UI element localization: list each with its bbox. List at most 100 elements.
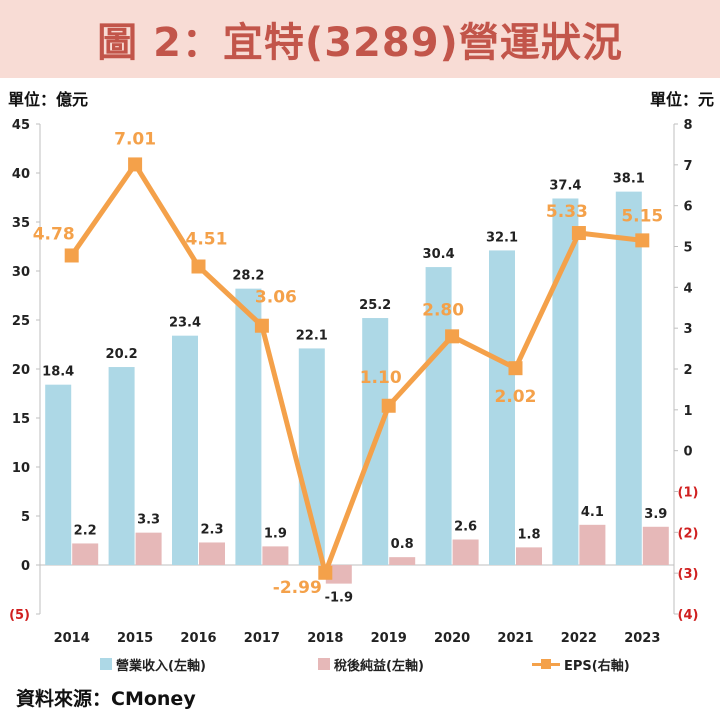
net-income-data-label: 0.8 [391, 537, 414, 552]
eps-data-label: 4.78 [33, 224, 75, 244]
eps-marker [318, 565, 333, 580]
revenue-data-label: 28.2 [232, 269, 264, 284]
x-axis-tick-label: 2019 [371, 631, 407, 646]
left-axis-tick-label: 10 [12, 461, 30, 476]
eps-data-label: 2.80 [422, 300, 464, 320]
revenue-data-label: 32.1 [486, 230, 518, 245]
net-income-bar [452, 539, 479, 565]
eps-data-label: 3.06 [255, 288, 297, 308]
right-axis-tick-label: (2) [678, 526, 699, 541]
revenue-data-label: 23.4 [169, 316, 201, 331]
net-income-bar [262, 546, 289, 565]
right-axis-tick-label: (1) [678, 486, 699, 501]
x-axis-tick-label: 2015 [117, 631, 153, 646]
net-income-bar [516, 547, 542, 565]
left-axis-unit: 單位：億元 [8, 90, 89, 109]
revenue-bar [172, 335, 198, 565]
legend-label-net-income: 稅後純益(左軸) [334, 658, 424, 674]
revenue-bar [235, 288, 262, 565]
eps-data-label: 4.51 [186, 230, 228, 250]
net-income-data-label: 2.3 [200, 522, 223, 537]
eps-data-label: 5.33 [546, 202, 588, 222]
eps-data-label: 2.02 [495, 387, 537, 407]
revenue-bar [615, 191, 642, 565]
net-income-bar [389, 557, 416, 565]
eps-line [69, 161, 643, 576]
net-income-data-label: 2.2 [74, 523, 97, 538]
right-axis-tick-label: 5 [683, 241, 692, 256]
right-axis-tick-label: 2 [683, 363, 692, 378]
revenue-data-label: 38.1 [613, 172, 645, 187]
left-axis-tick-label: 15 [12, 412, 30, 427]
eps-marker [445, 329, 460, 344]
revenue-data-label: 18.4 [42, 365, 74, 380]
x-axis-tick-label: 2021 [497, 631, 533, 646]
revenue-bar [425, 267, 452, 565]
right-axis-tick-label: (4) [678, 608, 699, 623]
eps-marker [508, 361, 523, 376]
left-axis-tick-label: 25 [12, 314, 30, 329]
eps-marker [635, 233, 650, 248]
legend-label-eps: EPS(右軸) [564, 658, 630, 674]
revenue-data-label: 20.2 [106, 347, 138, 362]
left-axis-tick-label: 0 [21, 559, 30, 574]
eps-marker [64, 248, 79, 263]
eps-marker [381, 398, 396, 413]
eps-marker [254, 318, 269, 333]
right-axis-tick-label: 3 [683, 322, 692, 337]
revenue-bar [552, 198, 579, 566]
net-income-data-label: 1.9 [264, 526, 287, 541]
legend-label-revenue: 營業收入(左軸) [116, 658, 206, 674]
legend-item-eps: EPS(右軸) [532, 654, 630, 674]
left-axis-tick-label: 30 [12, 265, 30, 280]
source-note: 資料來源：CMoney [16, 688, 196, 710]
x-axis-tick-label: 2016 [180, 631, 216, 646]
net-income-data-label: 2.6 [454, 520, 477, 535]
net-income-data-label: 3.3 [137, 513, 160, 528]
net-income-data-label: 4.1 [581, 505, 604, 520]
net-income-bar [579, 524, 606, 565]
legend-item-revenue: 營業收入(左軸) [100, 654, 206, 674]
x-axis-tick-label: 2022 [561, 631, 597, 646]
eps-marker [571, 226, 586, 241]
legend-item-net-income: 稅後純益(左軸) [318, 654, 424, 674]
net-income-bar [72, 543, 99, 565]
x-axis-tick-label: 2014 [54, 631, 90, 646]
revenue-data-label: 22.1 [296, 328, 328, 343]
legend-swatch-net-income [318, 658, 330, 670]
net-income-data-label: -1.9 [325, 591, 353, 606]
right-axis-tick-label: 6 [683, 200, 692, 215]
left-axis-tick-label: 45 [12, 118, 30, 133]
left-axis-tick-label: 20 [12, 363, 30, 378]
left-axis-tick-label: 35 [12, 216, 30, 231]
right-axis-tick-label: 4 [683, 281, 692, 296]
revenue-bar [298, 348, 325, 565]
chart-title: 圖 2：宜特(3289)營運狀況 [97, 20, 623, 66]
revenue-bar [489, 250, 515, 566]
right-axis-tick-label: 1 [683, 404, 692, 419]
x-axis-tick-label: 2017 [244, 631, 280, 646]
revenue-bar [108, 367, 135, 565]
title-banner: 圖 2：宜特(3289)營運狀況 [0, 0, 720, 78]
right-axis-unit: 單位：元 [649, 90, 714, 109]
left-axis-tick-label: 40 [12, 167, 30, 182]
right-axis-tick-label: (3) [678, 567, 699, 582]
right-axis-tick-label: 0 [683, 445, 692, 460]
legend-swatch-eps [532, 658, 560, 670]
revenue-data-label: 25.2 [359, 298, 391, 313]
x-axis-tick-label: 2020 [434, 631, 470, 646]
legend-swatch-revenue [100, 658, 112, 670]
net-income-bar [199, 542, 225, 565]
eps-marker [128, 157, 143, 172]
revenue-data-label: 30.4 [423, 247, 455, 262]
net-income-data-label: 1.8 [517, 527, 540, 542]
eps-data-label: 7.01 [114, 129, 156, 149]
right-axis-tick-label: 7 [683, 159, 692, 174]
net-income-bar [642, 526, 669, 565]
net-income-bar [135, 532, 162, 565]
left-axis-tick-label: (5) [9, 608, 30, 623]
x-axis-tick-label: 2023 [624, 631, 660, 646]
x-axis-tick-label: 2018 [307, 631, 343, 646]
eps-data-label: -2.99 [273, 578, 322, 598]
